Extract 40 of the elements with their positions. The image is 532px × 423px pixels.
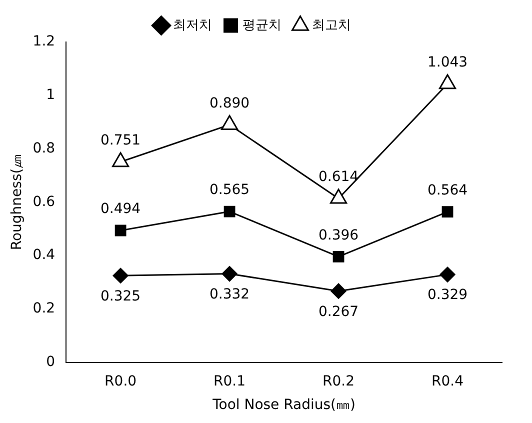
point [112,152,130,168]
data-label: 1.043 [427,54,468,71]
point [442,206,454,218]
data-label: 0.751 [100,132,141,149]
data-label: 0.614 [318,169,359,186]
y-tick-label: 0.8 [32,140,56,156]
data-label: 0.325 [100,288,141,304]
data-label: 0.890 [209,95,250,112]
point [438,74,456,90]
point [112,268,128,284]
y-tick-label: 1 [46,87,56,104]
data-label: 0.564 [427,182,468,198]
data-label: 0.565 [209,182,250,198]
point [220,115,238,130]
legend-label: 최저치 [172,18,212,33]
point [224,206,236,218]
data-label: 0.494 [100,201,141,218]
x-axis-title: Tool Nose Radius(㎜) [212,397,356,414]
data-label: 0.396 [318,227,359,244]
y-tick-label: 0 [46,354,56,370]
point [332,250,344,262]
point [330,188,348,204]
x-tick-label: R0.0 [104,373,137,390]
y-tick-label: 1.2 [32,34,56,50]
y-tick-label: 0.6 [32,194,56,210]
point [222,266,238,282]
legend-label: 평균치 [242,18,282,33]
x-tick-label: R0.1 [214,373,246,390]
point [114,224,126,236]
x-tick-label: R0.4 [432,373,464,390]
x-tick-label: R0.2 [322,373,355,390]
data-label: 0.329 [427,287,468,304]
data-label: 0.267 [318,304,359,320]
point [330,283,346,299]
legend-label: 최고치 [312,18,351,33]
data-label: 0.332 [209,286,250,302]
y-tick-label: 0.4 [32,247,56,264]
point [440,266,456,282]
y-tick-label: 0.2 [32,300,56,317]
y-axis-title: Roughness(㎛ [9,154,26,250]
